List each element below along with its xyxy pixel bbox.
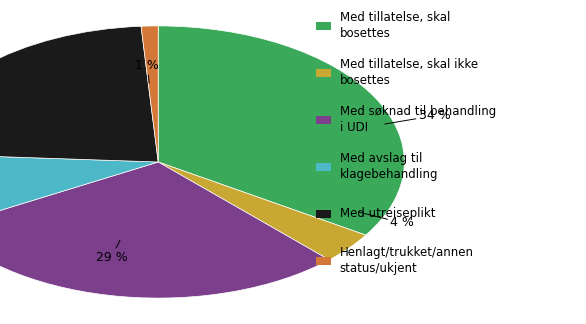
- Text: 34 %: 34 %: [385, 109, 450, 124]
- Text: Med utreiseplikt: Med utreiseplikt: [340, 207, 435, 220]
- Bar: [316, 116, 331, 124]
- Wedge shape: [158, 26, 404, 235]
- Bar: [316, 257, 331, 265]
- Wedge shape: [0, 162, 329, 298]
- Text: Henlagt/trukket/annen
status/ukjent: Henlagt/trukket/annen status/ukjent: [340, 246, 474, 275]
- Text: 4 %: 4 %: [359, 212, 414, 229]
- Wedge shape: [0, 26, 158, 162]
- Text: 29 %: 29 %: [96, 240, 128, 264]
- Bar: [316, 163, 331, 171]
- Text: 23 %: 23 %: [0, 323, 1, 324]
- Text: Med tillatelse, skal ikke
bosettes: Med tillatelse, skal ikke bosettes: [340, 58, 478, 87]
- Wedge shape: [158, 162, 366, 260]
- Wedge shape: [0, 154, 158, 228]
- Text: 1 %: 1 %: [135, 59, 159, 83]
- Wedge shape: [141, 26, 158, 162]
- Bar: [316, 210, 331, 218]
- Text: 9 %: 9 %: [0, 323, 1, 324]
- Bar: [316, 69, 331, 77]
- Text: Med avslag til
klagebehandling: Med avslag til klagebehandling: [340, 152, 438, 181]
- Text: Med tillatelse, skal
bosettes: Med tillatelse, skal bosettes: [340, 11, 450, 40]
- Text: Med søknad til behandling
i UDI: Med søknad til behandling i UDI: [340, 105, 496, 134]
- Bar: [316, 22, 331, 30]
